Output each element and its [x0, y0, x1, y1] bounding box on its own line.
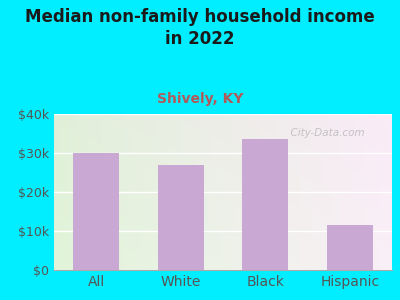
Text: City-Data.com: City-Data.com — [284, 128, 364, 138]
Bar — [326, 225, 373, 270]
Text: Shively, KY: Shively, KY — [157, 92, 243, 106]
Text: Median non-family household income
in 2022: Median non-family household income in 20… — [25, 8, 375, 48]
Bar — [73, 153, 120, 270]
Bar — [158, 165, 204, 270]
Bar — [242, 139, 288, 270]
